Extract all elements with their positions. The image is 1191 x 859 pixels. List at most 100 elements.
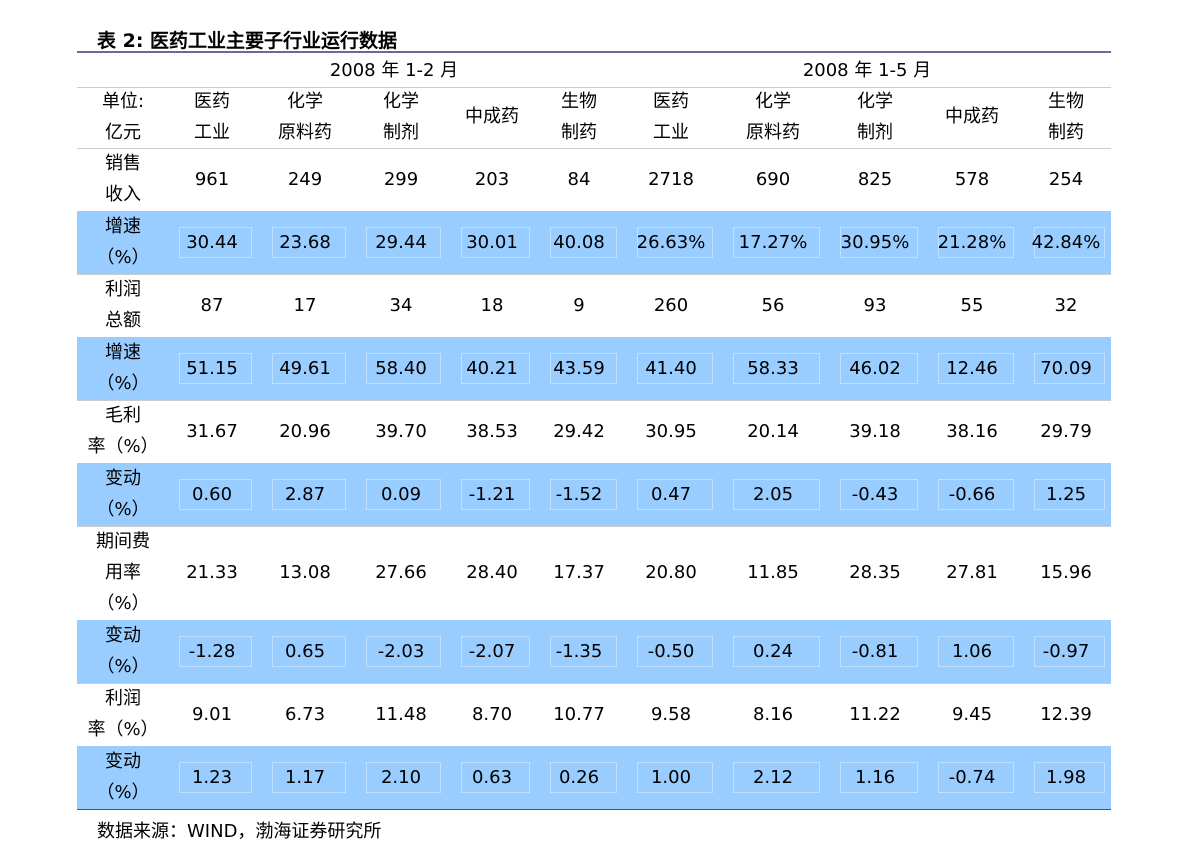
cell-box xyxy=(366,479,441,510)
cell-box xyxy=(938,636,1014,667)
cell-value: -1.21 xyxy=(468,483,516,505)
row-label: 率（%） xyxy=(87,436,159,457)
cell-value: 8.70 xyxy=(471,703,513,725)
cell-box xyxy=(179,762,252,793)
cell-box xyxy=(550,636,617,667)
unit-label: 亿元 xyxy=(105,121,141,143)
cell-value: 28.35 xyxy=(849,562,901,583)
cell-value: 1.00 xyxy=(650,766,692,788)
column-header: 化学 xyxy=(755,90,791,112)
cell-value: 29.79 xyxy=(1040,420,1092,442)
cell-value: 254 xyxy=(1048,168,1084,190)
cell-value: 32 xyxy=(1054,294,1078,316)
cell-box xyxy=(179,353,252,384)
cell-box xyxy=(733,636,820,667)
cell-box xyxy=(272,353,346,384)
row-label: 增速 xyxy=(105,342,141,363)
cell-value: 84 xyxy=(567,168,591,190)
cell-box xyxy=(179,227,252,258)
row-label: 总额 xyxy=(105,310,141,331)
cell-value: 1.98 xyxy=(1045,766,1087,788)
cell-value: 1.16 xyxy=(854,766,896,788)
cell-value: 23.68 xyxy=(279,231,331,253)
rule-line xyxy=(77,526,1111,527)
cell-box xyxy=(1034,227,1105,258)
cell-value: 51.15 xyxy=(186,357,238,379)
cell-value: 0.63 xyxy=(471,766,513,788)
cell-value: 2.10 xyxy=(380,766,422,788)
column-header: 工业 xyxy=(653,121,689,143)
cell-box xyxy=(1034,762,1105,793)
cell-box xyxy=(461,479,530,510)
cell-value: 58.33 xyxy=(747,357,799,379)
cell-box xyxy=(272,762,346,793)
cell-box xyxy=(461,636,530,667)
cell-box xyxy=(637,227,713,258)
cell-value: 12.39 xyxy=(1040,703,1092,725)
cell-value: 39.18 xyxy=(849,420,901,442)
column-header: 制剂 xyxy=(857,121,893,143)
cell-value: 203 xyxy=(474,168,510,190)
cell-value: 17 xyxy=(293,294,317,316)
cell-value: 21.33 xyxy=(186,562,238,583)
row-label: （%） xyxy=(96,499,150,520)
cell-value: 18 xyxy=(480,294,504,316)
cell-value: 13.08 xyxy=(279,562,331,583)
cell-value: -1.28 xyxy=(188,640,236,662)
cell-value: -1.35 xyxy=(555,640,603,662)
cell-box xyxy=(179,636,252,667)
group-header: 2008 年 1-5 月 xyxy=(802,60,932,81)
cell-value: -2.07 xyxy=(468,640,516,662)
cell-value: 30.44 xyxy=(186,231,238,253)
cell-value: 12.46 xyxy=(946,357,998,379)
cell-value: 9 xyxy=(573,294,585,316)
cell-box xyxy=(461,227,530,258)
cell-value: 29.44 xyxy=(375,231,427,253)
cell-value: 11.48 xyxy=(375,703,427,725)
cell-box xyxy=(550,479,617,510)
cell-box xyxy=(840,636,918,667)
cell-box xyxy=(461,762,530,793)
cell-value: 9.01 xyxy=(191,703,233,725)
cell-box xyxy=(938,227,1014,258)
rule-line xyxy=(77,51,1111,53)
cell-value: 38.53 xyxy=(466,420,518,442)
cell-value: 15.96 xyxy=(1040,562,1092,583)
row-label: 收入 xyxy=(105,184,141,205)
cell-value: 0.65 xyxy=(284,640,326,662)
column-header: 生物 xyxy=(561,90,597,112)
cell-box xyxy=(938,353,1014,384)
column-header: 生物 xyxy=(1048,90,1084,112)
cell-box xyxy=(938,479,1014,510)
cell-value: 93 xyxy=(863,294,887,316)
cell-value: -2.03 xyxy=(377,640,425,662)
cell-box xyxy=(1034,353,1105,384)
cell-value: 21.28% xyxy=(937,231,1007,253)
cell-box xyxy=(840,762,918,793)
column-header: 化学 xyxy=(287,90,323,112)
column-header: 制药 xyxy=(1048,121,1084,143)
cell-value: 2.12 xyxy=(752,766,794,788)
cell-box xyxy=(461,353,530,384)
cell-box xyxy=(1034,479,1105,510)
row-label: 变动 xyxy=(105,468,141,489)
cell-value: 30.01 xyxy=(466,231,518,253)
row-label: 变动 xyxy=(105,625,141,646)
cell-value: 55 xyxy=(960,294,984,316)
cell-value: 39.70 xyxy=(375,420,427,442)
cell-value: 1.23 xyxy=(191,766,233,788)
cell-value: 87 xyxy=(200,294,224,316)
cell-box xyxy=(550,227,617,258)
cell-value: 20.14 xyxy=(747,420,799,442)
column-header: 工业 xyxy=(194,121,230,143)
cell-box xyxy=(637,636,713,667)
unit-label: 单位: xyxy=(101,90,145,112)
cell-value: 46.02 xyxy=(849,357,901,379)
cell-value: -1.52 xyxy=(555,483,603,505)
cell-box xyxy=(179,479,252,510)
row-label: （%） xyxy=(96,593,150,614)
cell-value: 40.08 xyxy=(553,231,605,253)
cell-value: 6.73 xyxy=(284,703,326,725)
cell-value: 9.45 xyxy=(951,703,993,725)
cell-value: 578 xyxy=(954,168,990,190)
